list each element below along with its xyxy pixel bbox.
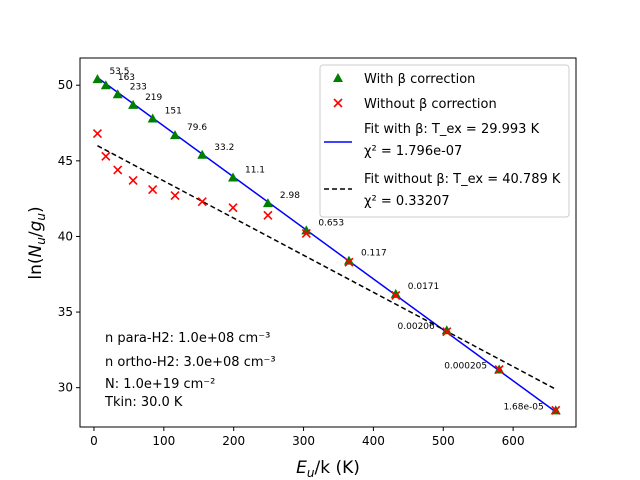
- axes-frame: [79, 57, 577, 428]
- without-beta-point: [113, 165, 123, 175]
- without-beta-point: [494, 364, 504, 375]
- with-beta-point: [147, 113, 158, 123]
- with-beta-point: [112, 89, 123, 99]
- point-label: 0.117: [361, 249, 387, 259]
- with-beta-point: [197, 149, 208, 159]
- x-tick-label: 0: [90, 434, 98, 448]
- annotation-para-h2: n para-H2: 1.0e+08 cm⁻³: [105, 331, 270, 346]
- fit-without-line: [97, 145, 557, 390]
- x-tick-label: 100: [152, 434, 175, 448]
- with-beta-point: [390, 288, 401, 298]
- without-beta-point: [128, 175, 138, 186]
- without-beta-point: [228, 203, 238, 213]
- point-label: 11.1: [245, 165, 265, 175]
- point-label: 1.68e-05: [503, 402, 543, 412]
- y-tick-label: 35: [58, 305, 73, 319]
- point-label: 163: [118, 73, 135, 83]
- with-beta-point: [301, 225, 312, 235]
- x-axis-label: Eu/k (K): [296, 458, 360, 480]
- point-label: 233: [130, 82, 147, 92]
- without-beta-point: [92, 129, 103, 139]
- with-beta-point: [343, 255, 354, 265]
- legend: With β correction Without β correction F…: [319, 64, 570, 218]
- legend-fit-without-label: Fit without β: T_ex = 40.789 K: [364, 172, 561, 187]
- legend-box: [319, 64, 570, 218]
- with-beta-point: [170, 130, 181, 140]
- legend-with-label: With β correction: [364, 72, 475, 87]
- y-tick-label: 45: [58, 154, 73, 168]
- without-beta-point: [391, 290, 401, 300]
- legend-x-marker: [333, 98, 343, 108]
- point-label: 0.00206: [398, 322, 435, 332]
- without-beta-point: [170, 191, 180, 201]
- without-beta-point: [197, 197, 207, 207]
- with-beta-point: [92, 74, 103, 84]
- point-label: 79.6: [187, 123, 207, 133]
- annotation-column-density: N: 1.0e+19 cm⁻²: [105, 377, 215, 392]
- y-tick-label: 40: [58, 229, 73, 243]
- point-label: 53.5: [109, 67, 129, 77]
- legend-fit-without-chi2: χ² = 0.33207: [364, 194, 450, 209]
- x-tick-label: 600: [502, 434, 525, 448]
- with-beta-point: [128, 99, 139, 109]
- with-beta-point: [227, 172, 238, 182]
- annotation-tkin: Tkin: 30.0 K: [104, 395, 183, 410]
- x-tick-label: 400: [362, 434, 385, 448]
- with-beta-point: [262, 198, 273, 208]
- point-label: 2.98: [280, 191, 300, 201]
- point-label: 0.653: [318, 218, 344, 228]
- legend-fit-with-chi2: χ² = 1.796e-07: [364, 144, 462, 159]
- x-tick-label: 300: [292, 434, 315, 448]
- point-label: 0.000205: [444, 362, 487, 372]
- without-beta-point: [148, 185, 158, 195]
- without-beta-point: [301, 228, 311, 238]
- y-axis: 30 35 40 45 50: [58, 78, 80, 395]
- without-beta-point: [344, 257, 354, 267]
- without-beta-point: [551, 405, 561, 415]
- x-axis: 0 100 200 300 400 500 600: [90, 427, 525, 448]
- annotation-ortho-h2: n ortho-H2: 3.0e+08 cm⁻³: [105, 355, 276, 370]
- y-tick-label: 50: [58, 78, 73, 92]
- legend-without-label: Without β correction: [364, 97, 497, 112]
- point-label: 151: [165, 106, 182, 116]
- without-beta-point: [263, 210, 273, 220]
- annotations: n para-H2: 1.0e+08 cm⁻³ n ortho-H2: 3.0e…: [104, 331, 276, 410]
- point-label: 0.0171: [408, 282, 440, 292]
- legend-fit-with-label: Fit with β: T_ex = 29.993 K: [364, 122, 540, 137]
- y-axis-label: ln(Nu/gu): [26, 206, 48, 279]
- with-beta-point: [441, 325, 452, 335]
- legend-triangle-marker: [333, 73, 343, 82]
- x-tick-label: 500: [432, 434, 455, 448]
- y-tick-label: 30: [58, 381, 73, 395]
- point-label: 219: [145, 93, 162, 103]
- point-label: 33.2: [214, 143, 234, 153]
- x-tick-label: 200: [222, 434, 245, 448]
- without-beta-point: [442, 327, 452, 337]
- without-beta-point: [101, 151, 111, 161]
- with-beta-point: [100, 80, 111, 90]
